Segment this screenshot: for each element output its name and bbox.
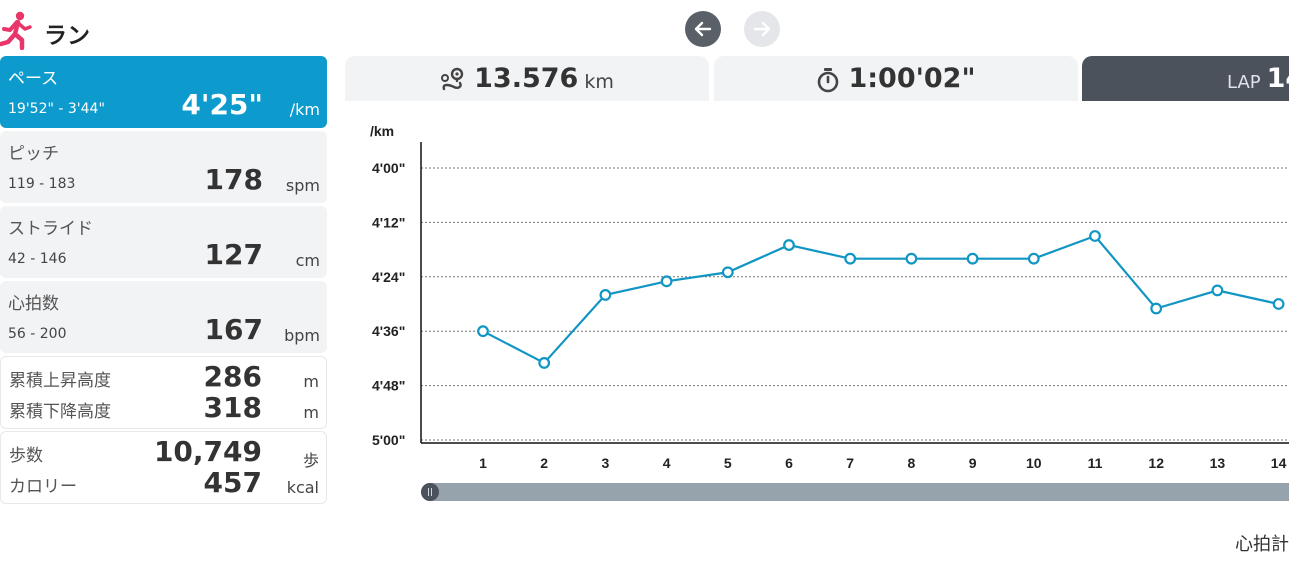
cadence-card[interactable]: ピッチ 119 - 183 178 spm: [0, 131, 327, 203]
descent-unit: m: [303, 403, 319, 422]
x-tick-label: 10: [1026, 455, 1042, 471]
y-tick-label: 5'00": [372, 432, 405, 448]
x-tick-label: 5: [724, 455, 732, 471]
x-tick-label: 11: [1088, 455, 1103, 471]
calories-label: カロリー: [9, 477, 77, 497]
pace-point: [1027, 252, 1040, 265]
x-tick-label: 8: [908, 455, 916, 471]
x-tick-label: 13: [1210, 455, 1226, 471]
calories-unit: kcal: [286, 478, 319, 497]
stopwatch-icon: [818, 67, 839, 92]
cadence-label: ピッチ: [8, 144, 59, 164]
ascent-unit: m: [303, 372, 319, 391]
x-tick-label: 12: [1148, 455, 1164, 471]
pace-range: 19'52" - 3'44": [8, 101, 105, 117]
pace-point: [844, 252, 857, 265]
x-tick-label: 1: [479, 455, 487, 471]
arrow-left-icon: [694, 21, 712, 37]
y-tick-label: 4'00": [372, 160, 405, 176]
runner-icon: [0, 11, 32, 50]
cadence-value: 178: [204, 163, 263, 196]
steps-unit: 歩: [302, 451, 319, 470]
scrollbar-handle[interactable]: [421, 483, 439, 501]
tab-lap[interactable]: LAP 14: [1082, 56, 1289, 101]
pace-point: [721, 266, 734, 279]
heart-rate-monitor-label: 心拍計: [1235, 534, 1289, 555]
y-tick-label: 4'36": [372, 323, 405, 339]
heart-rate-label: 心拍数: [8, 294, 59, 314]
stride-range: 42 - 146: [8, 251, 67, 267]
heart-rate-value: 167: [204, 313, 263, 346]
x-tick-label: 14: [1271, 455, 1287, 471]
pace-label: ペース: [8, 69, 59, 89]
distance-unit: km: [584, 70, 614, 93]
heart-rate-card[interactable]: 心拍数 56 - 200 167 bpm: [0, 281, 327, 353]
steps-label: 歩数: [9, 446, 43, 466]
chart-scrollbar[interactable]: [421, 483, 1289, 501]
y-tick-label: 4'24": [372, 269, 405, 285]
steps-value: 10,749: [153, 435, 262, 468]
route-pin-icon: [441, 67, 464, 90]
pace-line: [482, 234, 1279, 365]
pace-point: [538, 357, 551, 369]
stride-unit: cm: [295, 251, 320, 270]
elapsed-time-value: 1:00'02": [848, 63, 976, 94]
elevation-card: 累積上昇高度 286 m 累積下降高度 318 m: [0, 356, 327, 429]
x-tick-label: 6: [785, 455, 793, 471]
descent-label: 累積下降高度: [9, 402, 111, 422]
pace-point: [599, 289, 612, 301]
x-tick-label: 7: [846, 455, 854, 471]
pace-chart-svg: /km4'00"4'12"4'24"4'36"4'48"5'00"1 2 3 4 5 6 7…: [370, 123, 1289, 471]
calories-value: 457: [203, 466, 262, 499]
pace-unit: /km: [289, 100, 320, 119]
grip-icon: [428, 488, 432, 496]
pace-point: [783, 239, 795, 251]
x-tick-label: 9: [969, 455, 977, 471]
heart-rate-range: 56 - 200: [8, 326, 67, 342]
pace-point: [477, 325, 489, 338]
y-axis-label: /km: [370, 123, 394, 139]
ascent-value: 286: [203, 360, 262, 393]
arrow-right-icon: [753, 21, 771, 37]
ascent-label: 累積上昇高度: [9, 371, 111, 391]
tab-time[interactable]: 1:00'02": [714, 56, 1078, 101]
pace-point: [1150, 302, 1163, 315]
distance-value: 13.576: [474, 63, 579, 94]
stride-label: ストライド: [8, 219, 93, 239]
pace-point: [905, 252, 918, 265]
descent-value: 318: [203, 391, 262, 424]
x-tick-label: 4: [663, 455, 671, 471]
heart-rate-unit: bpm: [284, 326, 320, 345]
app-header: ラン: [0, 6, 330, 50]
stride-card[interactable]: ストライド 42 - 146 127 cm: [0, 206, 327, 278]
pace-value: 4'25": [181, 88, 263, 121]
x-tick-label: 2: [540, 455, 548, 471]
pace-point: [1272, 298, 1285, 310]
tab-distance[interactable]: 13.576 km: [345, 56, 709, 101]
x-tick-label: 3: [602, 455, 610, 471]
pace-point: [1089, 230, 1101, 242]
app-title: ラン: [44, 23, 90, 49]
pace-point: [660, 275, 673, 288]
next-button[interactable]: [744, 11, 780, 47]
lap-label: LAP: [1227, 72, 1261, 93]
steps-card: 歩数 10,749 歩 カロリー 457 kcal: [0, 431, 327, 504]
cadence-range: 119 - 183: [8, 176, 76, 192]
pace-chart: /km 4'00" 4'12" 4'24" 4'36" 4'48" 5'00" 1 2 3 4 5 6 7…: [340, 110, 1289, 480]
previous-button[interactable]: [685, 11, 721, 47]
pace-card[interactable]: ペース 19'52" - 3'44" 4'25" /km: [0, 56, 327, 128]
stride-value: 127: [204, 238, 263, 271]
y-tick-label: 4'12": [372, 214, 405, 230]
pace-point: [966, 252, 979, 265]
lap-count: 14: [1266, 63, 1289, 94]
cadence-unit: spm: [285, 176, 320, 195]
pace-point: [1211, 284, 1224, 297]
y-tick-label: 4'48": [372, 378, 405, 394]
